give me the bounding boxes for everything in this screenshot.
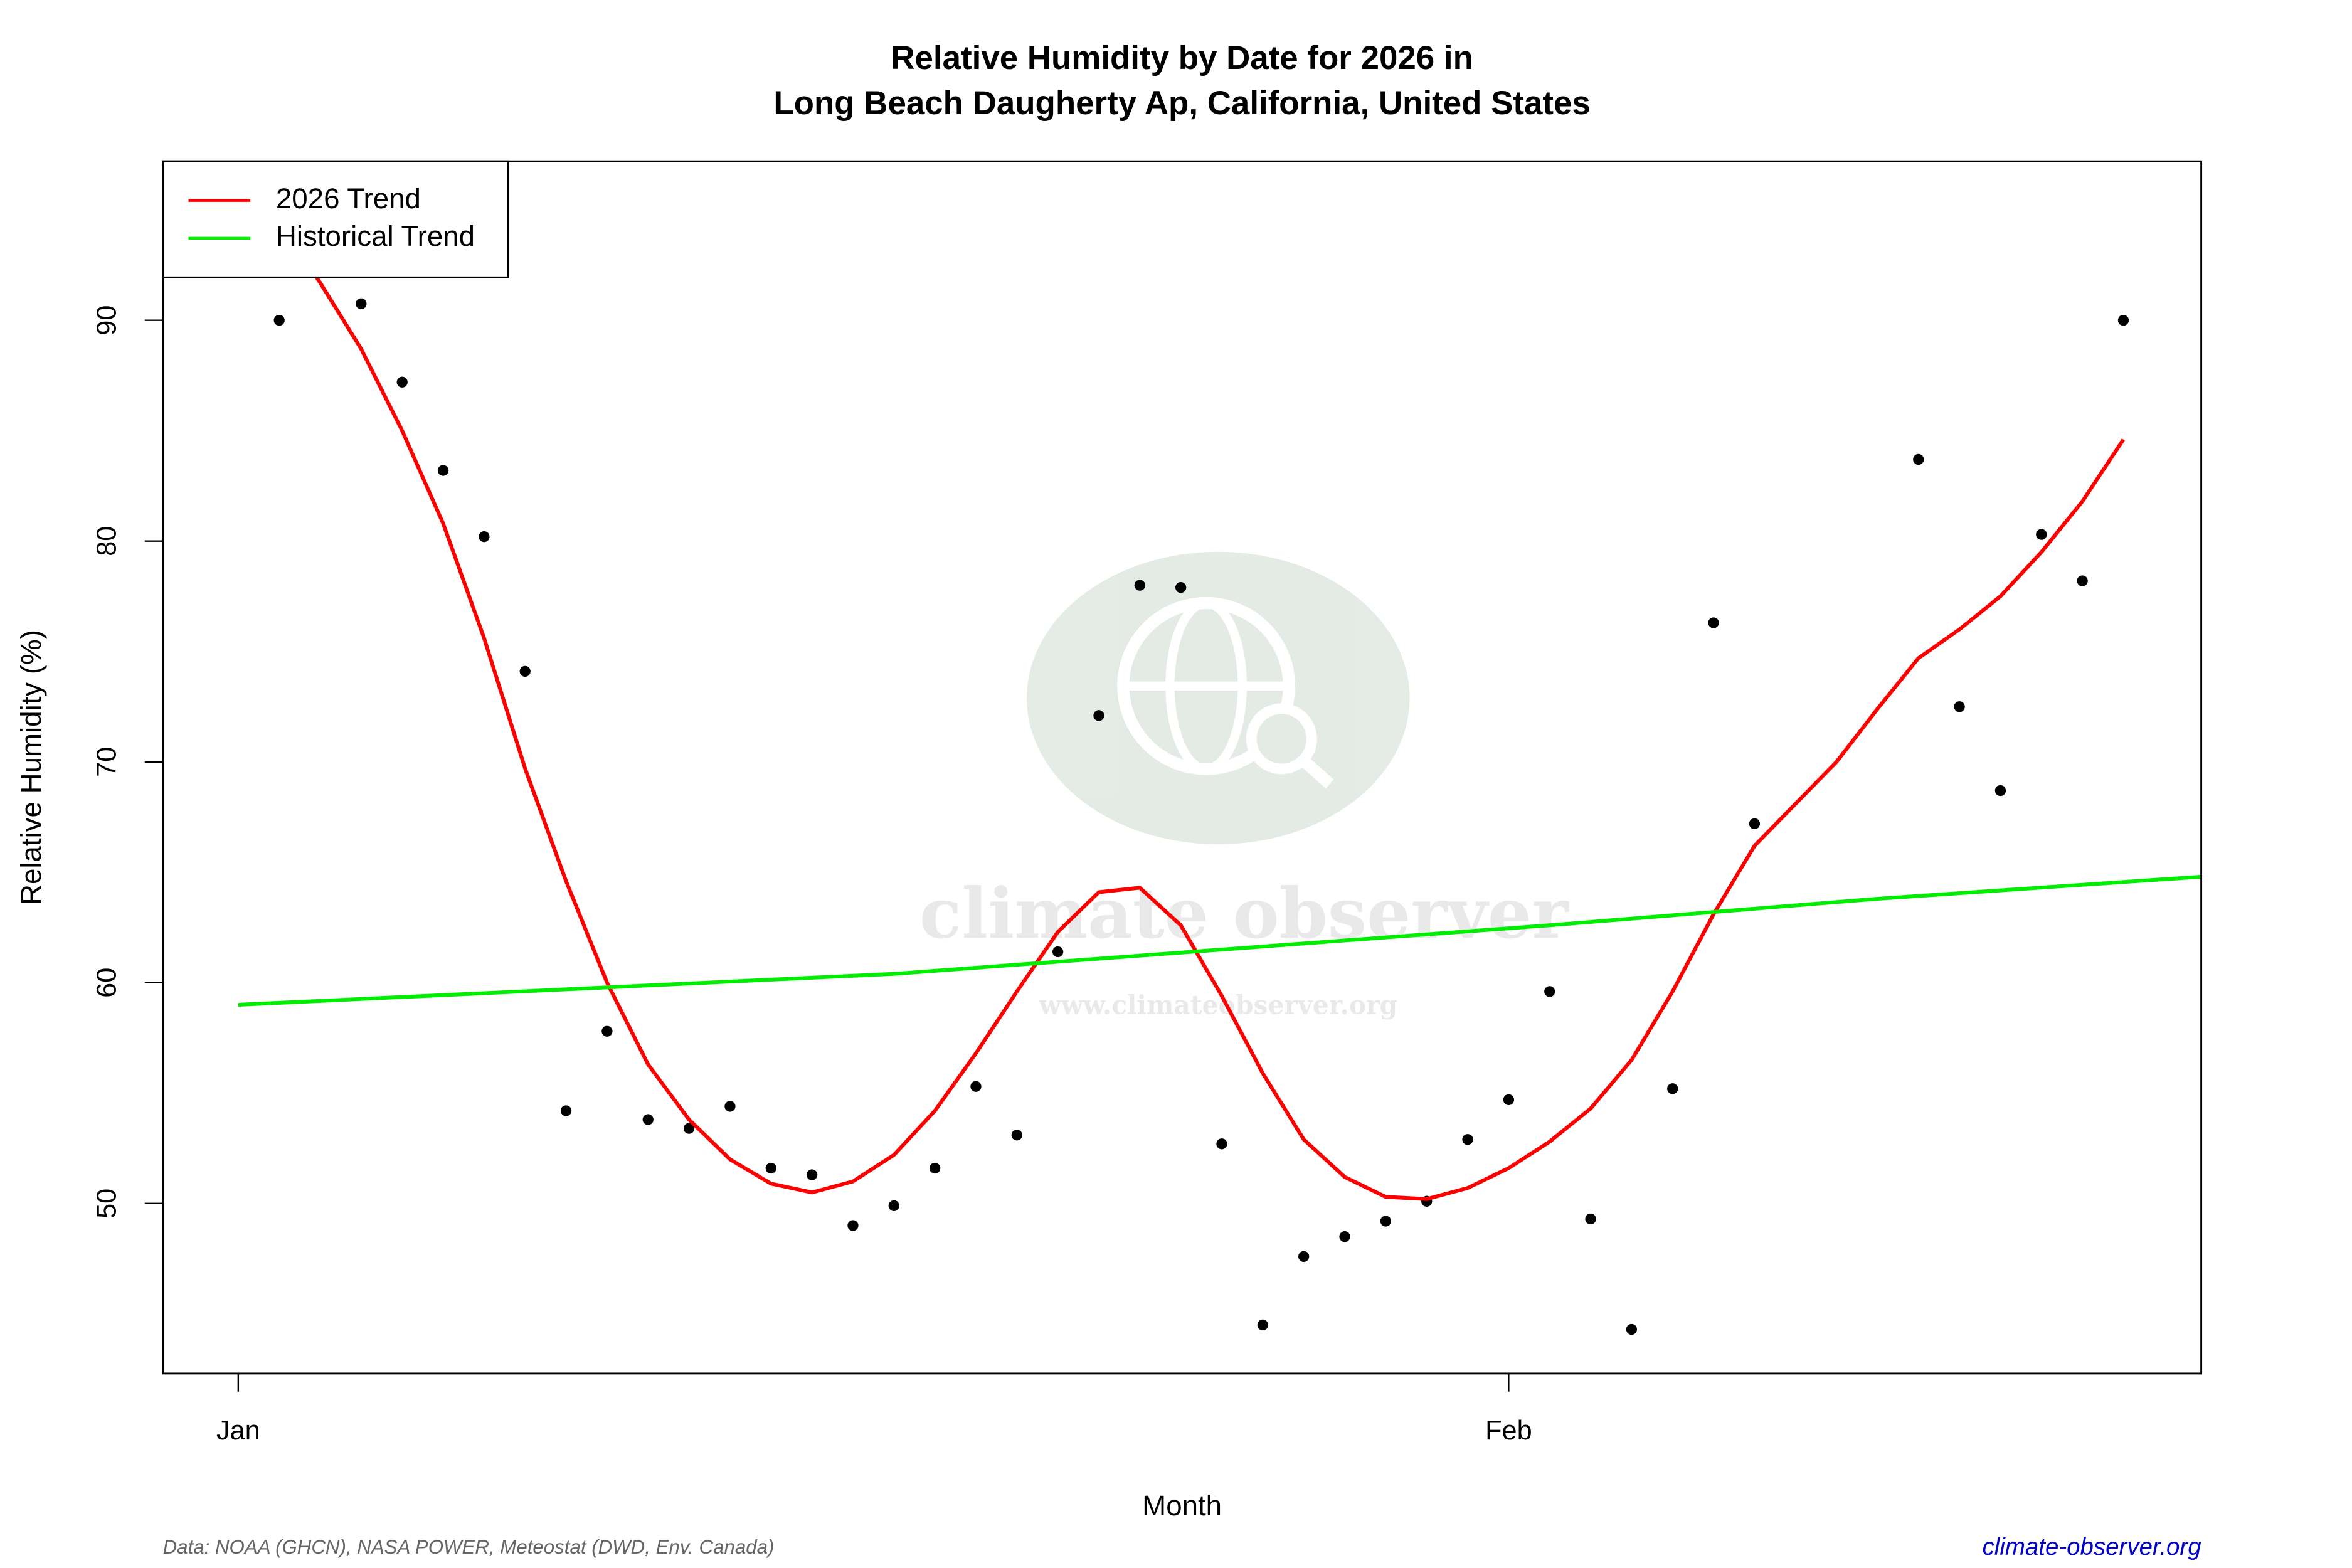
watermark-lens [1298, 755, 1334, 789]
data-point [1339, 1231, 1350, 1242]
data-point [601, 1025, 613, 1037]
data-point [1134, 580, 1145, 591]
data-point [1913, 453, 1924, 465]
legend-box [162, 160, 509, 278]
y-axis-label: Relative Humidity (%) [15, 630, 47, 905]
data-point [888, 1200, 899, 1212]
data-point [1994, 785, 2006, 797]
y-tick-label: 90 [92, 305, 122, 336]
data-point [806, 1169, 818, 1180]
plot-area [238, 220, 2201, 1335]
data-point [560, 1105, 572, 1116]
legend: 2026 Trend Historical Trend [162, 160, 509, 278]
data-point [2117, 315, 2129, 326]
data-point [356, 298, 367, 309]
data-point [970, 1081, 982, 1092]
data-point [1954, 701, 1965, 712]
legend-label: 2026 Trend [276, 183, 421, 215]
data-point [765, 1162, 776, 1174]
data-point [1216, 1138, 1227, 1150]
data-point [273, 315, 285, 326]
data-point [437, 465, 449, 476]
data-point [2077, 575, 2088, 586]
watermark-logo [1027, 551, 1410, 845]
data-point [683, 1123, 695, 1134]
data-point [1380, 1216, 1392, 1227]
watermark-text: climate observer [919, 873, 1569, 955]
data-point [1626, 1323, 1638, 1335]
data-point [1749, 818, 1761, 829]
y-tick-label: 70 [92, 747, 122, 777]
watermark: climate observer www.climateobserver.org [919, 551, 1569, 1020]
data-point [1052, 946, 1064, 958]
data-point [1093, 710, 1104, 721]
data-point [1585, 1213, 1596, 1225]
data-point [929, 1162, 941, 1174]
data-point [1708, 617, 1719, 628]
watermark-lens [1246, 703, 1317, 775]
site-link[interactable]: climate-observer.org [1983, 1534, 2202, 1560]
data-point [1011, 1130, 1022, 1141]
data-point [396, 376, 408, 388]
data-point [1298, 1251, 1310, 1262]
data-point [724, 1101, 736, 1112]
data-point [1257, 1319, 1268, 1331]
y-tick-label: 80 [92, 526, 122, 556]
trend-line [277, 220, 2125, 1201]
data-point [1175, 581, 1187, 593]
x-tick-label: Feb [1485, 1416, 1532, 1446]
x-axis-label: Month [1142, 1490, 1222, 1522]
data-point [519, 665, 531, 677]
data-point [1503, 1094, 1515, 1106]
data-point [642, 1114, 654, 1125]
data-point [2036, 529, 2047, 540]
data-point [479, 531, 490, 543]
data-point [1544, 986, 1555, 997]
data-point [847, 1220, 859, 1231]
plot-frame [162, 160, 2203, 1375]
y-tick-label: 50 [92, 1189, 122, 1219]
trend-line [238, 874, 2201, 1007]
x-tick-label: Jan [216, 1416, 260, 1446]
data-point [1462, 1134, 1473, 1145]
source-note: Data: NOAA (GHCN), NASA POWER, Meteostat… [163, 1536, 775, 1558]
data-point [1667, 1083, 1678, 1094]
chart-title: Long Beach Daugherty Ap, California, Uni… [773, 85, 1590, 122]
y-tick-label: 60 [92, 968, 122, 998]
legend-label: Historical Trend [276, 220, 475, 252]
chart-title: Relative Humidity by Date for 2026 in [891, 40, 1473, 77]
watermark-url: www.climateobserver.org [1039, 990, 1398, 1020]
